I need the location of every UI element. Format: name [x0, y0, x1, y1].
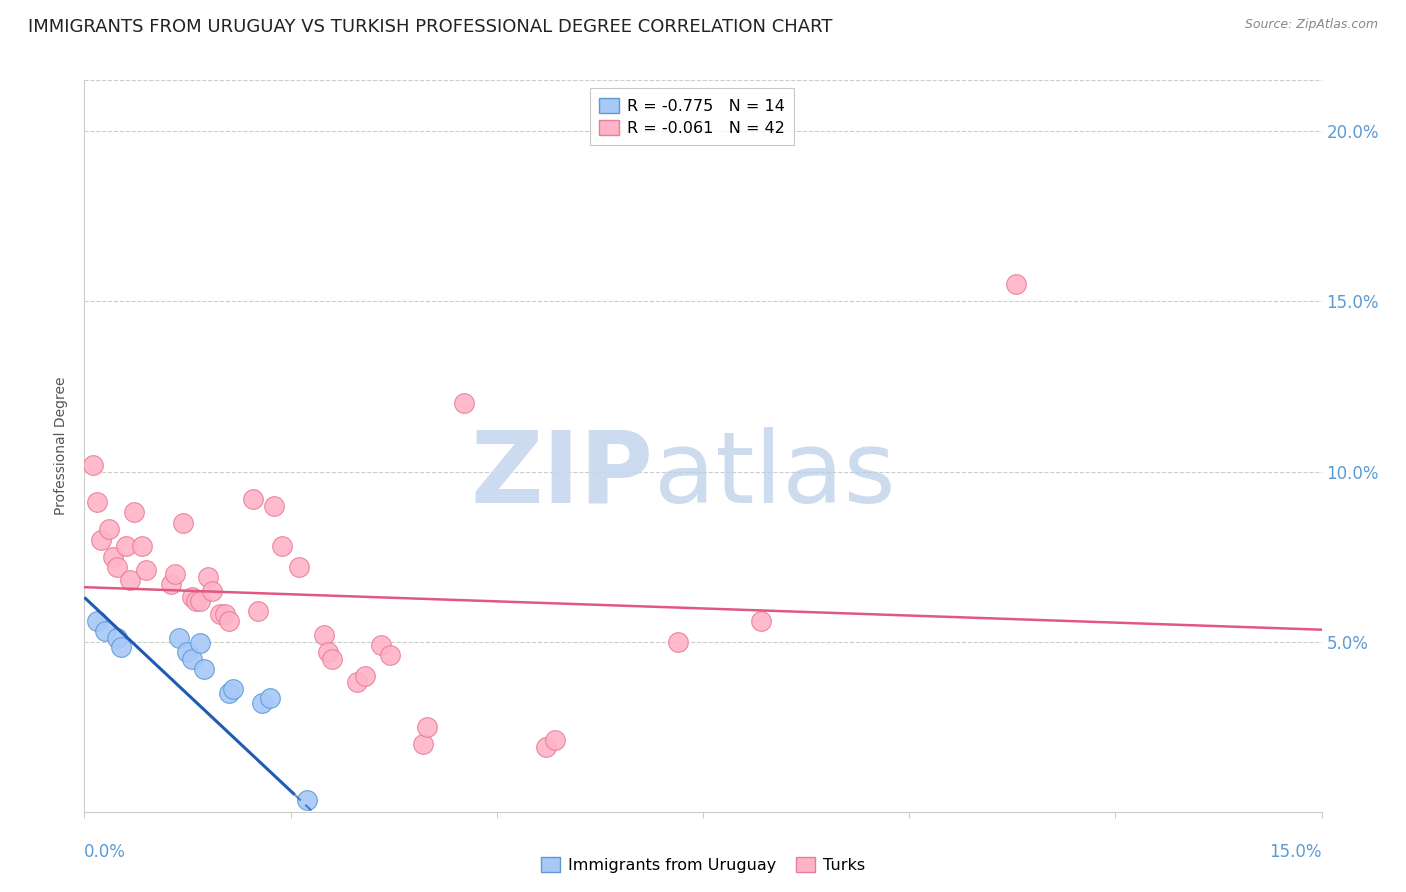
Point	[105, 559, 128, 574]
Legend: Immigrants from Uruguay, Turks: Immigrants from Uruguay, Turks	[534, 851, 872, 880]
Point	[86, 495, 108, 509]
Point	[172, 516, 194, 530]
Point	[180, 591, 202, 605]
Point	[346, 675, 368, 690]
Point	[167, 631, 190, 645]
Text: Source: ZipAtlas.com: Source: ZipAtlas.com	[1244, 18, 1378, 31]
Text: IMMIGRANTS FROM URUGUAY VS TURKISH PROFESSIONAL DEGREE CORRELATION CHART: IMMIGRANTS FROM URUGUAY VS TURKISH PROFE…	[28, 18, 832, 36]
Point	[536, 740, 558, 755]
Point	[114, 540, 136, 554]
Point	[295, 793, 318, 807]
Point	[222, 682, 245, 697]
Point	[98, 522, 121, 536]
Point	[316, 645, 339, 659]
Point	[749, 614, 772, 628]
Point	[412, 737, 434, 751]
Point	[160, 576, 183, 591]
Text: ZIP: ZIP	[471, 426, 654, 524]
Point	[353, 668, 375, 682]
Point	[250, 696, 273, 710]
Point	[94, 624, 117, 639]
Point	[242, 491, 264, 506]
Point	[90, 533, 112, 547]
Point	[415, 720, 437, 734]
Point	[321, 651, 343, 665]
Point	[246, 604, 269, 618]
Point	[135, 563, 157, 577]
Point	[312, 628, 335, 642]
Point	[259, 690, 281, 705]
Point	[197, 570, 219, 584]
Point	[184, 594, 207, 608]
Point	[263, 499, 285, 513]
Point	[201, 583, 224, 598]
Point	[1005, 277, 1028, 292]
Point	[103, 549, 125, 564]
Point	[122, 505, 145, 519]
Y-axis label: Professional Degree: Professional Degree	[55, 376, 69, 516]
Point	[666, 634, 689, 648]
Point	[188, 636, 211, 650]
Point	[105, 631, 128, 645]
Text: 0.0%: 0.0%	[84, 843, 127, 861]
Text: 15.0%: 15.0%	[1270, 843, 1322, 861]
Point	[218, 686, 240, 700]
Point	[165, 566, 187, 581]
Point	[118, 574, 141, 588]
Point	[288, 559, 311, 574]
Point	[214, 607, 236, 622]
Point	[271, 540, 294, 554]
Point	[543, 733, 565, 747]
Point	[110, 640, 132, 654]
Point	[193, 662, 215, 676]
Legend: R = -0.775   N = 14, R = -0.061   N = 42: R = -0.775 N = 14, R = -0.061 N = 42	[589, 88, 794, 145]
Text: atlas: atlas	[654, 426, 896, 524]
Point	[378, 648, 401, 663]
Point	[218, 614, 240, 628]
Point	[370, 638, 392, 652]
Point	[180, 651, 202, 665]
Point	[86, 614, 108, 628]
Point	[176, 645, 198, 659]
Point	[209, 607, 232, 622]
Point	[453, 396, 475, 410]
Point	[82, 458, 104, 472]
Point	[188, 594, 211, 608]
Point	[131, 540, 153, 554]
